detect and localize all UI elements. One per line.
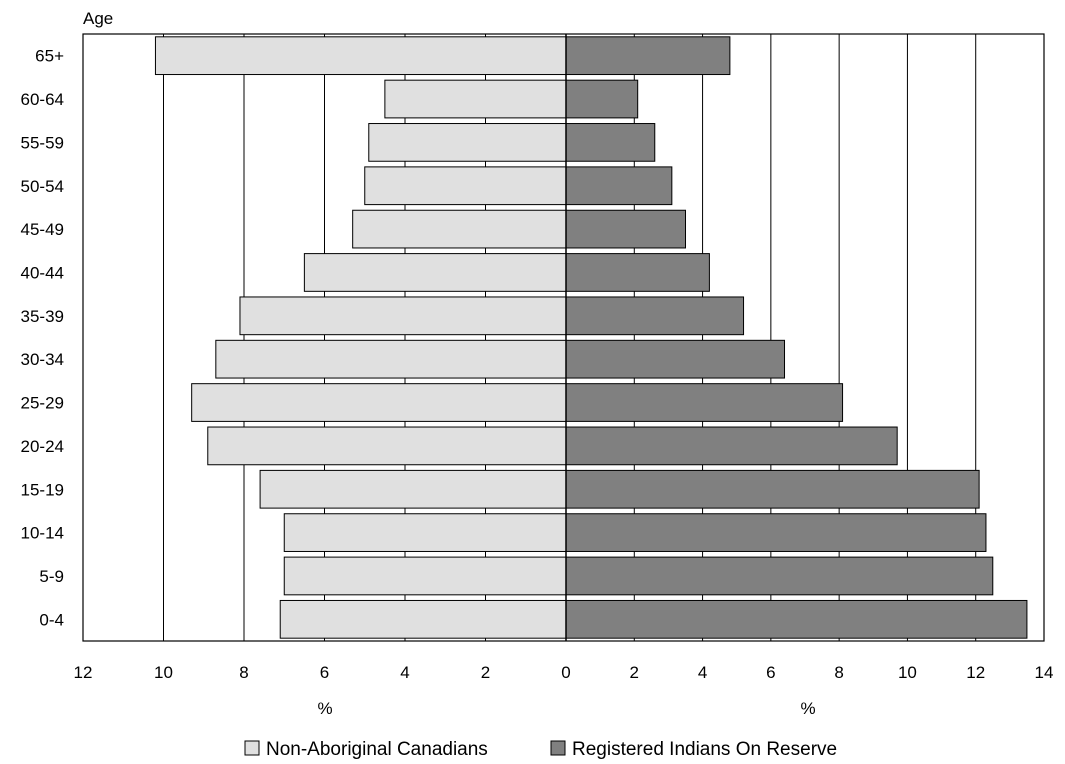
right-x-axis-label: % (800, 699, 815, 718)
bar-registered-indians-30-34 (565, 339, 786, 379)
legend: Non-Aboriginal Canadians Registered Indi… (244, 739, 837, 760)
bar-registered-indians-35-39 (565, 296, 745, 336)
left-x-axis-label: % (317, 699, 332, 718)
left-x-tick-label: 6 (320, 663, 329, 682)
legend-swatch-registered-indians (550, 740, 566, 756)
bar-non-aboriginal-55-59 (368, 123, 567, 162)
bar-registered-indians-60-64 (565, 79, 639, 119)
legend-swatch-non-aboriginal (244, 740, 260, 756)
bar-registered-indians-65+ (565, 36, 731, 76)
bars (154, 36, 1028, 639)
bar-registered-indians-45-49 (565, 209, 686, 249)
right-x-tick-label: 4 (698, 663, 707, 682)
age-tick-label: 60-64 (21, 90, 64, 109)
y-axis-title: Age (83, 9, 113, 28)
bar-non-aboriginal-0-4 (279, 599, 567, 639)
age-tick-label: 0-4 (39, 610, 64, 629)
bar-non-aboriginal-15-19 (259, 469, 567, 509)
bar-registered-indians-5-9 (565, 556, 994, 596)
bar-non-aboriginal-45-49 (352, 209, 567, 249)
age-tick-label: 50-54 (21, 177, 64, 196)
age-tick-label: 5-9 (39, 567, 64, 586)
left-x-tick-label: 2 (481, 663, 490, 682)
legend-label-registered-indians: Registered Indians On Reserve (572, 739, 837, 760)
left-x-tick-label: 10 (154, 663, 173, 682)
bar-non-aboriginal-60-64 (384, 79, 567, 119)
bar-registered-indians-0-4 (565, 599, 1028, 639)
right-x-tick-label: 2 (630, 663, 639, 682)
right-x-tick-label: 8 (834, 663, 843, 682)
bar-non-aboriginal-10-14 (283, 513, 567, 552)
right-x-tick-label: 12 (966, 663, 985, 682)
bar-non-aboriginal-30-34 (215, 339, 567, 379)
age-tick-label: 25-29 (21, 394, 64, 413)
left-x-tick-label: 0 (561, 663, 570, 682)
bar-non-aboriginal-40-44 (303, 253, 567, 292)
age-tick-label: 30-34 (21, 350, 64, 369)
left-x-tick-label: 4 (400, 663, 409, 682)
bar-registered-indians-50-54 (565, 166, 673, 206)
age-tick-label: 15-19 (21, 480, 64, 499)
right-x-tick-label: 6 (766, 663, 775, 682)
bar-registered-indians-20-24 (565, 426, 898, 466)
bar-non-aboriginal-35-39 (239, 296, 567, 336)
age-tick-label: 45-49 (21, 220, 64, 239)
age-tick-label: 35-39 (21, 307, 64, 326)
bar-registered-indians-55-59 (565, 123, 656, 162)
left-x-tick-label: 8 (239, 663, 248, 682)
age-tick-label: 10-14 (21, 524, 64, 543)
bar-registered-indians-10-14 (565, 513, 987, 552)
legend-label-non-aboriginal: Non-Aboriginal Canadians (266, 739, 488, 760)
bar-registered-indians-40-44 (565, 253, 710, 292)
bar-non-aboriginal-65+ (154, 36, 567, 76)
bar-non-aboriginal-50-54 (364, 166, 567, 206)
plot-area-frame (82, 33, 1045, 642)
age-tick-label: 40-44 (21, 263, 64, 282)
right-x-tick-label: 10 (898, 663, 917, 682)
bar-non-aboriginal-5-9 (283, 556, 567, 596)
age-tick-label: 55-59 (21, 133, 64, 152)
bar-non-aboriginal-20-24 (207, 426, 567, 466)
right-x-tick-label: 14 (1035, 663, 1054, 682)
age-tick-labels: 65+ 60-64 55-59 50-54 45-49 40-44 35-39 30-34 25… (21, 47, 65, 630)
percent-tick-labels: 12 10 8 6 4 2 0 2 4 6 8 10 12 14 (74, 663, 1054, 682)
age-tick-label: 20-24 (21, 437, 64, 456)
bar-non-aboriginal-25-29 (191, 383, 567, 422)
age-tick-label: 65+ (35, 47, 64, 66)
bar-registered-indians-15-19 (565, 469, 980, 509)
bar-registered-indians-25-29 (565, 383, 844, 422)
left-x-tick-label: 12 (74, 663, 93, 682)
